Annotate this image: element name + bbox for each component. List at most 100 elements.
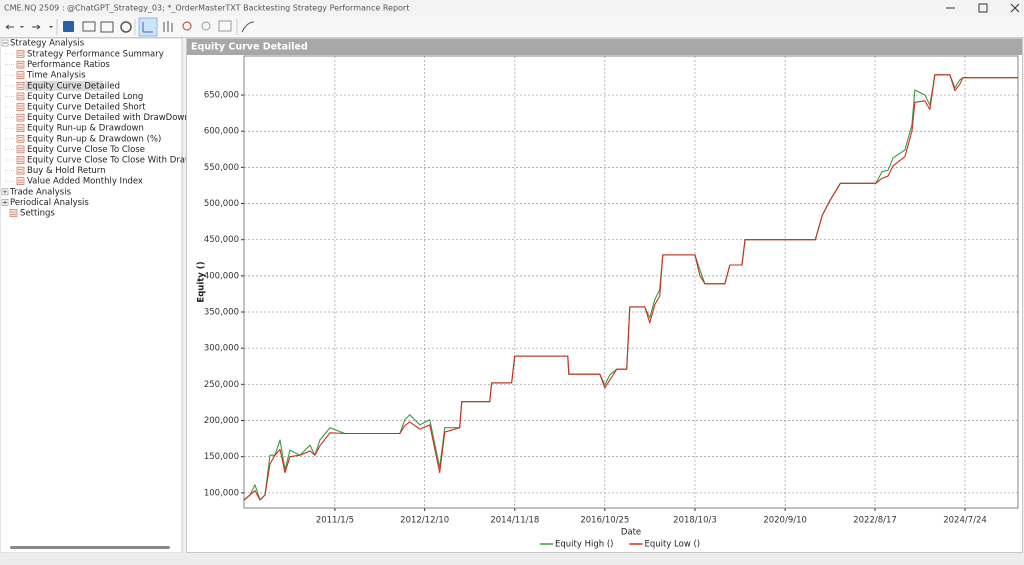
report-icon <box>16 145 25 154</box>
y-tick-label: 450,000 <box>204 235 239 245</box>
report-icon-lines <box>18 169 23 173</box>
legend-label[interactable]: Equity High () <box>555 540 613 550</box>
chart-panel <box>186 38 1023 553</box>
title-bar <box>0 0 1024 16</box>
status-bar <box>0 553 1024 565</box>
pan-button[interactable] <box>163 21 173 32</box>
report-icon-lines <box>18 126 23 130</box>
report-icon <box>16 135 25 143</box>
back-dropdown[interactable] <box>20 26 24 28</box>
report-icon-lines <box>11 211 16 215</box>
report-icon-lines <box>18 158 23 162</box>
back-button[interactable] <box>5 24 14 30</box>
report-icon-lines <box>18 63 23 67</box>
report-icon-lines <box>18 137 23 141</box>
export-button[interactable] <box>82 21 96 32</box>
plot-frame <box>243 55 1019 509</box>
tree-item[interactable]: Equity Curve Detailed Short <box>27 103 146 113</box>
x-tick-label: 2018/10/3 <box>673 516 717 526</box>
tree-item[interactable]: Performance Ratios <box>27 60 110 70</box>
equity-line <box>243 74 1018 501</box>
tree-panel <box>0 37 183 554</box>
y-tick-label: 100,000 <box>204 488 239 498</box>
tree-item[interactable]: Strategy Analysis <box>10 39 85 49</box>
tree-item[interactable]: Buy & Hold Return <box>27 166 106 176</box>
report-icon-lines <box>18 84 23 88</box>
report-icon <box>16 92 25 101</box>
zoom-in-button[interactable] <box>182 21 192 31</box>
report-icon <box>16 50 25 58</box>
zoom-out-button[interactable] <box>201 21 211 31</box>
tree-item[interactable]: Time Analysis <box>26 71 86 81</box>
expander-sign <box>3 189 7 194</box>
x-tick-label: 2022/8/17 <box>853 516 897 526</box>
report-icon-lines <box>18 95 23 99</box>
y-axis-label: Equity () <box>197 261 207 302</box>
y-tick-label: 350,000 <box>204 308 239 318</box>
report-icon-lines <box>18 105 23 109</box>
maximize-button[interactable] <box>978 3 988 13</box>
tree-item[interactable]: Equity Curve Detailed with DrawDown <box>27 113 190 123</box>
x-tick-label: 2012/12/10 <box>400 516 449 526</box>
close-button[interactable] <box>1010 3 1020 13</box>
x-tick-label: 2014/11/18 <box>490 516 539 526</box>
report-icon <box>16 156 25 164</box>
fit-button[interactable] <box>218 20 232 32</box>
y-tick-label: 400,000 <box>204 271 239 281</box>
x-tick-label: 2011/1/5 <box>316 516 354 526</box>
tree-item[interactable]: Periodical Analysis <box>10 198 89 208</box>
y-tick-label: 300,000 <box>204 344 239 354</box>
report-icon <box>16 82 25 90</box>
y-tick-label: 650,000 <box>204 91 239 101</box>
chart: 100,000 150,000 200,000 250,000 300,000 350,0… <box>197 55 1019 550</box>
x-axis-label: Date <box>621 528 641 538</box>
y-tick-label: 250,000 <box>204 380 239 390</box>
cursor-tool-icon <box>142 22 153 33</box>
y-tick-label: 550,000 <box>204 163 239 173</box>
tree-item[interactable]: Equity Curve Close To Close With Drawdow… <box>27 156 215 166</box>
legend-label[interactable]: Equity Low () <box>644 540 700 550</box>
tree-item[interactable]: Equity Run-up & Drawdown (%) <box>27 134 161 144</box>
report-icon-lines <box>18 148 23 152</box>
print-button[interactable] <box>100 21 114 33</box>
tree-selection <box>25 80 103 91</box>
report-icon-lines <box>18 52 23 56</box>
report-icon <box>16 113 25 122</box>
report-icon <box>9 209 18 217</box>
panel-header <box>187 39 1022 55</box>
tree-item[interactable]: Value Added Monthly Index <box>27 177 143 187</box>
equity-line <box>243 74 1018 501</box>
toolbar <box>0 16 1024 38</box>
tree-scrollbar[interactable] <box>10 546 170 549</box>
tree-item[interactable]: Equity Curve Detailed Long <box>27 92 143 102</box>
chart-style-button[interactable] <box>241 21 255 33</box>
report-icon <box>16 124 25 132</box>
panel-title: Equity Curve Detailed <box>191 42 308 53</box>
tree-item[interactable]: Trade Analysis <box>9 187 72 197</box>
tree-item[interactable]: Settings <box>20 209 55 219</box>
report-icon-lines <box>18 179 23 183</box>
report-icon-lines <box>18 116 23 120</box>
forward-dropdown[interactable] <box>49 26 53 28</box>
report-icon <box>16 103 25 111</box>
forward-button[interactable] <box>32 24 41 30</box>
tree-item[interactable]: Equity Run-up & Drawdown <box>27 124 144 134</box>
report-icon <box>16 71 25 79</box>
cursor-tool-button[interactable] <box>138 17 158 37</box>
tree-item[interactable]: Equity Curve Close To Close <box>27 145 145 155</box>
y-tick-label: 200,000 <box>204 416 239 426</box>
tree-item[interactable]: Equity Curve Detailed <box>27 81 120 91</box>
report-icon <box>16 60 25 69</box>
x-tick-label: 2016/10/25 <box>580 516 629 526</box>
report-icon-lines <box>18 73 23 77</box>
save-button[interactable] <box>63 21 74 32</box>
x-tick-label: 2024/7/24 <box>943 516 987 526</box>
y-tick-label: 150,000 <box>204 452 239 462</box>
settings-button[interactable] <box>120 21 132 33</box>
x-tick-label: 2020/9/10 <box>763 516 807 526</box>
report-icon <box>16 177 25 185</box>
tree-item[interactable]: Strategy Performance Summary <box>27 50 164 60</box>
report-icon <box>16 166 25 175</box>
